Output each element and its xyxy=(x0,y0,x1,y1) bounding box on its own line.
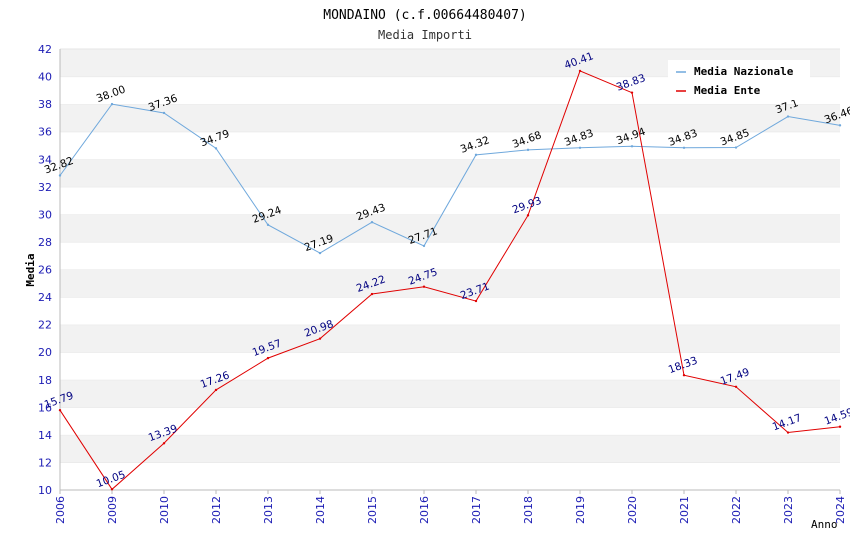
y-tick-label: 34 xyxy=(38,153,52,166)
legend-label-ente: Media Ente xyxy=(694,84,761,97)
y-axis-ticks: 10 12 14 16 18 20 22 24 26 28 30 32 34 36 38 40 42 xyxy=(38,43,52,497)
legend: Media Nazionale Media Ente xyxy=(668,60,810,100)
data-point xyxy=(58,409,62,412)
x-tick-label: 2014 xyxy=(314,496,327,524)
y-tick-label: 18 xyxy=(38,374,52,387)
x-tick-label: 2019 xyxy=(574,496,587,524)
grid-band xyxy=(60,241,840,270)
data-point xyxy=(734,385,738,388)
x-tick-label: 2016 xyxy=(418,496,431,524)
x-tick-label: 2023 xyxy=(782,496,795,524)
x-tick-label: 2015 xyxy=(366,496,379,524)
data-point xyxy=(474,153,478,157)
data-point xyxy=(786,115,790,118)
x-tick-label: 2009 xyxy=(106,496,119,524)
data-point xyxy=(422,244,426,248)
grid-band xyxy=(60,379,840,408)
grid-band xyxy=(60,324,840,353)
y-tick-label: 22 xyxy=(38,319,52,332)
data-point xyxy=(578,69,582,73)
grid-band xyxy=(60,214,840,242)
grid-bands xyxy=(60,48,840,490)
x-tick-label: 2024 xyxy=(834,496,847,524)
data-point xyxy=(266,356,270,360)
y-tick-label: 24 xyxy=(38,291,52,304)
chart-title: MONDAINO (c.f.00664480407) xyxy=(323,8,527,23)
grid-band xyxy=(60,297,840,325)
data-point xyxy=(318,251,322,255)
x-tick-label: 2006 xyxy=(54,496,67,524)
y-axis-label: Media xyxy=(24,253,37,286)
y-tick-label: 38 xyxy=(38,98,52,111)
legend-box xyxy=(668,60,810,100)
y-tick-label: 36 xyxy=(38,126,52,139)
data-point xyxy=(110,488,114,491)
data-point xyxy=(214,388,218,392)
legend-label-nazionale: Media Nazionale xyxy=(694,65,794,78)
data-point xyxy=(162,442,166,445)
grid-band xyxy=(60,269,840,298)
grid-band xyxy=(60,462,840,490)
x-tick-label: 2017 xyxy=(470,496,483,524)
y-tick-label: 28 xyxy=(38,236,52,249)
grid-band xyxy=(60,352,840,380)
data-point xyxy=(682,374,686,377)
data-point xyxy=(370,221,374,224)
chart-subtitle: Media Importi xyxy=(378,28,472,42)
grid-band xyxy=(60,434,840,463)
y-tick-label: 14 xyxy=(38,429,52,442)
x-tick-label: 2012 xyxy=(210,496,223,524)
x-tick-label: 2020 xyxy=(626,496,639,524)
y-tick-label: 12 xyxy=(38,456,52,469)
y-tick-label: 40 xyxy=(38,71,52,84)
data-point xyxy=(474,299,478,303)
y-tick-label: 32 xyxy=(38,181,52,194)
data-point xyxy=(370,292,374,296)
data-point xyxy=(786,431,790,434)
data-point xyxy=(526,148,530,152)
data-point xyxy=(214,147,218,150)
x-tick-label: 2010 xyxy=(158,496,171,524)
data-point xyxy=(526,214,530,217)
data-point xyxy=(838,425,842,428)
x-tick-label: 2013 xyxy=(262,496,275,524)
x-tick-label: 2021 xyxy=(678,496,691,524)
x-axis-label: Anno xyxy=(811,518,838,531)
x-axis-ticks: 2006 2009 2010 2012 2013 2014 2015 2016 2017 2018… xyxy=(54,490,847,524)
data-point xyxy=(266,223,270,227)
y-tick-label: 16 xyxy=(38,401,52,414)
y-tick-label: 42 xyxy=(38,43,52,56)
y-tick-label: 10 xyxy=(38,484,52,497)
data-point xyxy=(422,285,426,288)
grid-band xyxy=(60,131,840,160)
y-tick-label: 30 xyxy=(38,208,52,221)
data-point xyxy=(58,174,62,177)
grid-band xyxy=(60,159,840,187)
data-point xyxy=(162,111,166,115)
series-line xyxy=(59,70,841,491)
x-tick-label: 2018 xyxy=(522,496,535,524)
series-line xyxy=(59,103,841,254)
data-point xyxy=(682,146,686,150)
data-point xyxy=(318,337,322,340)
y-tick-label: 20 xyxy=(38,346,52,359)
data-point xyxy=(630,91,634,94)
data-point xyxy=(630,145,634,148)
data-point xyxy=(578,146,582,150)
y-tick-label: 26 xyxy=(38,264,52,277)
data-point xyxy=(734,146,738,149)
grid-band xyxy=(60,104,840,132)
data-point xyxy=(838,124,842,127)
data-point xyxy=(110,102,114,106)
grid-band xyxy=(60,407,840,435)
x-tick-label: 2022 xyxy=(730,496,743,524)
